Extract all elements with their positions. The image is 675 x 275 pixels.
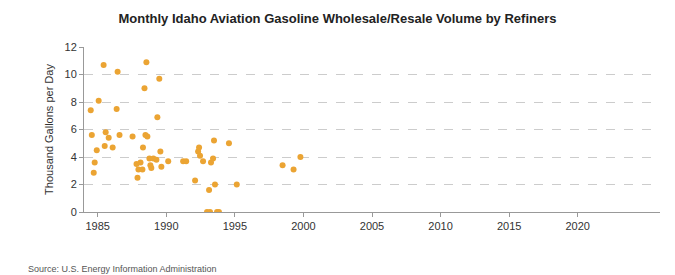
svg-text:10: 10: [65, 68, 77, 80]
svg-text:1985: 1985: [85, 220, 109, 232]
svg-text:2015: 2015: [497, 220, 521, 232]
svg-text:2: 2: [71, 178, 77, 190]
svg-text:2000: 2000: [291, 220, 315, 232]
svg-text:1995: 1995: [223, 220, 247, 232]
svg-text:12: 12: [65, 41, 77, 53]
svg-text:4: 4: [71, 151, 77, 163]
svg-text:Thousand Gallons per Day: Thousand Gallons per Day: [43, 64, 55, 195]
svg-text:6: 6: [71, 123, 77, 135]
svg-text:2010: 2010: [428, 220, 452, 232]
svg-text:0: 0: [71, 206, 77, 218]
svg-text:Source: U.S. Energy Informatio: Source: U.S. Energy Information Administ…: [28, 264, 217, 274]
svg-text:1990: 1990: [154, 220, 178, 232]
svg-text:2020: 2020: [565, 220, 589, 232]
svg-text:8: 8: [71, 96, 77, 108]
svg-text:Monthly Idaho Aviation Gasolin: Monthly Idaho Aviation Gasoline Wholesal…: [118, 11, 556, 26]
svg-text:2005: 2005: [360, 220, 384, 232]
